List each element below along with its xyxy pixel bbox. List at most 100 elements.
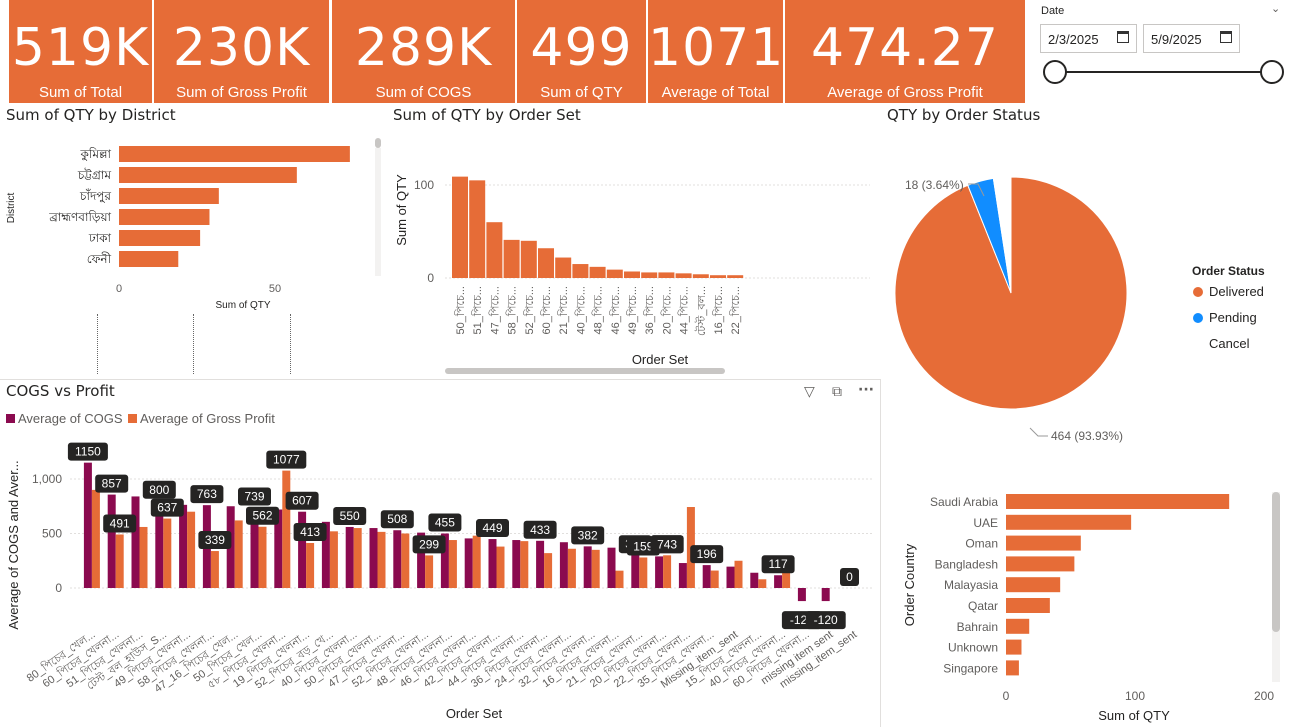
cogs-bar — [298, 511, 307, 588]
orderset-bar-chart: 0 100 50_পিচে... 51_পিচে... 47_পিচে... 58_পিচ… — [394, 174, 870, 374]
kpi-card-average-total: 1071 Average of Total — [648, 0, 783, 103]
gross-profit-bar — [544, 553, 553, 588]
x-axis-label: Order Set — [446, 706, 503, 721]
x-tick-label: 52_পিচে... — [523, 286, 536, 335]
country-tick-label: Singapore — [943, 661, 998, 675]
kpi-label: Sum of QTY — [540, 84, 623, 101]
pie-data-label: 464 (93.93%) — [1051, 429, 1123, 443]
x-tick-label: 20_পিচে... — [660, 286, 673, 335]
kpi-value: 230K — [172, 18, 311, 78]
legend-item-pending: Pending — [1209, 310, 1257, 325]
data-label: 857 — [102, 477, 122, 491]
filter-icon[interactable]: ▽ — [804, 384, 815, 400]
divider — [880, 379, 881, 727]
district-tick-label: কুমিল্লা — [79, 147, 111, 162]
gross-profit-bar — [782, 571, 791, 588]
gross-profit-bar — [329, 531, 338, 588]
cogs-bar — [107, 494, 116, 588]
legend-item-delivered: Delivered — [1209, 284, 1264, 299]
data-label: 1077 — [273, 453, 300, 467]
data-label: 413 — [300, 525, 320, 539]
x-tick-label: 49_পিচে... — [626, 286, 639, 335]
data-label-bg — [650, 535, 684, 554]
slider-track[interactable] — [1055, 71, 1273, 73]
kpi-label: Sum of COGS — [375, 84, 472, 101]
y-tick-label: 100 — [414, 178, 434, 192]
country-bar — [1006, 494, 1230, 509]
data-label: 800 — [149, 483, 169, 497]
district-bar — [119, 230, 201, 246]
orderset-bar — [624, 271, 640, 278]
data-label: 159 — [633, 539, 653, 553]
kpi-value: 1071 — [648, 18, 783, 78]
status-chart-title: QTY by Order Status — [887, 106, 1041, 124]
orderset-bar — [572, 264, 589, 278]
country-bar — [1006, 535, 1081, 551]
gross-profit-bar — [282, 470, 291, 588]
focus-mode-icon[interactable]: ⧉ — [832, 384, 842, 400]
orderset-chart-title: Sum of QTY by Order Set — [393, 106, 581, 124]
data-label-bg — [142, 480, 176, 499]
kpi-value: 519K — [11, 18, 150, 78]
gross-profit-bar — [734, 560, 743, 588]
legend-marker — [1193, 313, 1203, 323]
more-options-icon[interactable]: ··· — [858, 382, 874, 398]
orderset-bar — [692, 274, 709, 278]
data-label: 743 — [657, 537, 677, 551]
start-date-value: 2/3/2025 — [1048, 32, 1099, 47]
country-tick-label: Saudi Arabia — [930, 495, 998, 509]
cogs-bar — [607, 547, 616, 588]
cogs-bar — [179, 504, 188, 588]
kpi-card-average-gross-profit: 474.27 Average of Gross Profit — [785, 0, 1025, 103]
kpi-label: Average of Total — [661, 84, 770, 101]
calendar-icon[interactable] — [1220, 31, 1232, 43]
data-label-bg — [103, 514, 137, 533]
cogs-bar — [631, 555, 640, 588]
gross-profit-bar — [377, 531, 386, 588]
cogs-bar — [440, 533, 449, 588]
data-label-bg — [190, 485, 224, 504]
data-label-bg — [412, 535, 446, 554]
data-label-bg — [380, 510, 414, 529]
end-date-input[interactable]: 5/9/2025 — [1143, 24, 1240, 53]
data-label-bg — [761, 555, 795, 574]
legend-title: Order Status — [1192, 264, 1265, 278]
gross-profit-bar — [472, 535, 481, 588]
data-label-bg — [95, 474, 129, 493]
orderset-bar — [520, 240, 537, 278]
gross-profit-bar — [425, 555, 434, 588]
data-label: 562 — [252, 509, 272, 523]
cogs-bar — [83, 462, 92, 588]
slider-handle-end[interactable] — [1260, 60, 1284, 84]
country-bar — [1006, 556, 1075, 572]
country-bar — [1006, 514, 1132, 530]
orderset-bar — [469, 180, 486, 278]
country-tick-label: Bahrain — [957, 620, 998, 634]
gross-profit-bar — [91, 489, 100, 588]
orderset-bar — [727, 275, 744, 278]
data-label: 508 — [387, 512, 407, 526]
scrollbar-thumb — [1272, 492, 1280, 632]
scrollbar-thumb — [375, 138, 381, 148]
data-label: -120 — [814, 613, 838, 627]
data-label-bg — [238, 487, 271, 506]
x-tick-label: 21_পিচে... — [557, 286, 570, 335]
gross-profit-bar — [234, 520, 243, 588]
divider — [0, 379, 880, 380]
gross-profit-bar — [353, 528, 362, 588]
legend-marker — [6, 414, 15, 423]
cogs-bar — [274, 509, 283, 588]
legend-marker — [128, 414, 137, 423]
calendar-icon[interactable] — [1117, 31, 1129, 43]
chevron-down-icon[interactable]: ⌄ — [1271, 2, 1281, 15]
cogs-bar — [131, 496, 140, 588]
y-axis-label: Order Country — [902, 543, 917, 626]
data-label-bg — [285, 491, 319, 510]
slider-handle-start[interactable] — [1043, 60, 1067, 84]
order-status-pie-chart: 18 (3.64%) 464 (93.93%) Order Status Delive… — [894, 176, 1265, 443]
start-date-input[interactable]: 2/3/2025 — [1040, 24, 1137, 53]
data-label: 455 — [435, 516, 455, 530]
legend-item-cancel: Cancel — [1209, 336, 1250, 351]
data-label-bg — [476, 519, 509, 538]
data-label-bg — [523, 520, 557, 539]
